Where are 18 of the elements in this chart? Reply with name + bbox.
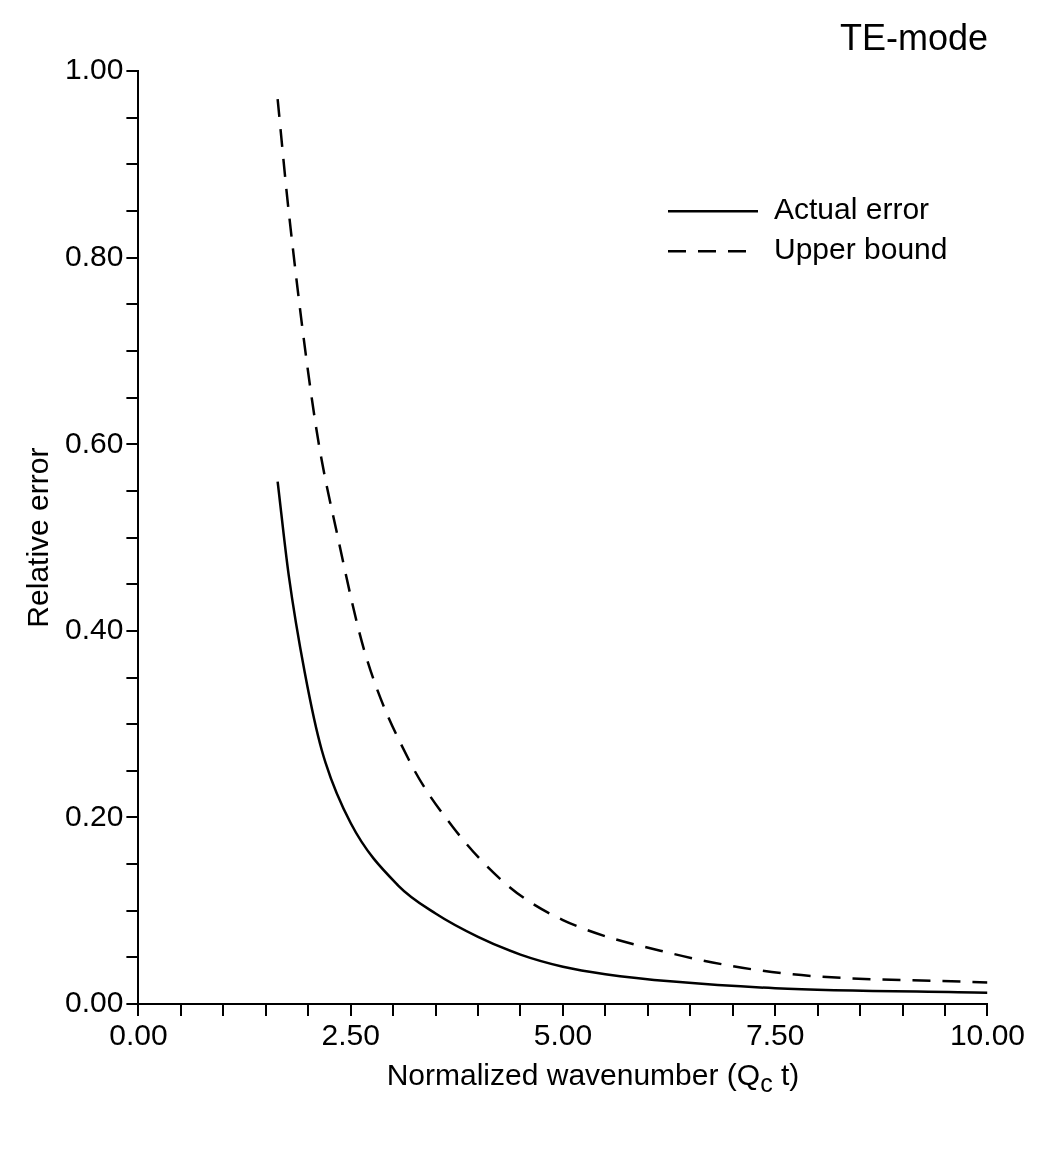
x-tick-label: 0.00 (109, 1018, 168, 1052)
y-tick-label: 0.20 (65, 798, 124, 832)
y-tick-label: 0.60 (65, 425, 124, 459)
x-tick-label: 5.00 (533, 1018, 593, 1052)
y-tick-label: 0.80 (65, 239, 124, 273)
y-tick-label: 1.00 (65, 52, 124, 86)
line-series (276, 97, 988, 984)
x-axis-title: Normalized wavenumber (Q$_{c}$ t) (385, 1058, 801, 1098)
x-tick-label: 10.00 (949, 1018, 1025, 1052)
y-tick-label: 0.40 (65, 612, 124, 646)
legend-label: Actual error (774, 192, 930, 226)
x-tick-label: 2.50 (321, 1018, 380, 1052)
y-tick-label: 0.00 (65, 985, 124, 1019)
chart-title: TE-mode (839, 16, 988, 58)
y-axis-title: Relative error (21, 447, 55, 628)
line-series (276, 480, 988, 995)
x-tick-label: 7.50 (746, 1018, 805, 1052)
legend-label: Upper bound (774, 232, 948, 266)
